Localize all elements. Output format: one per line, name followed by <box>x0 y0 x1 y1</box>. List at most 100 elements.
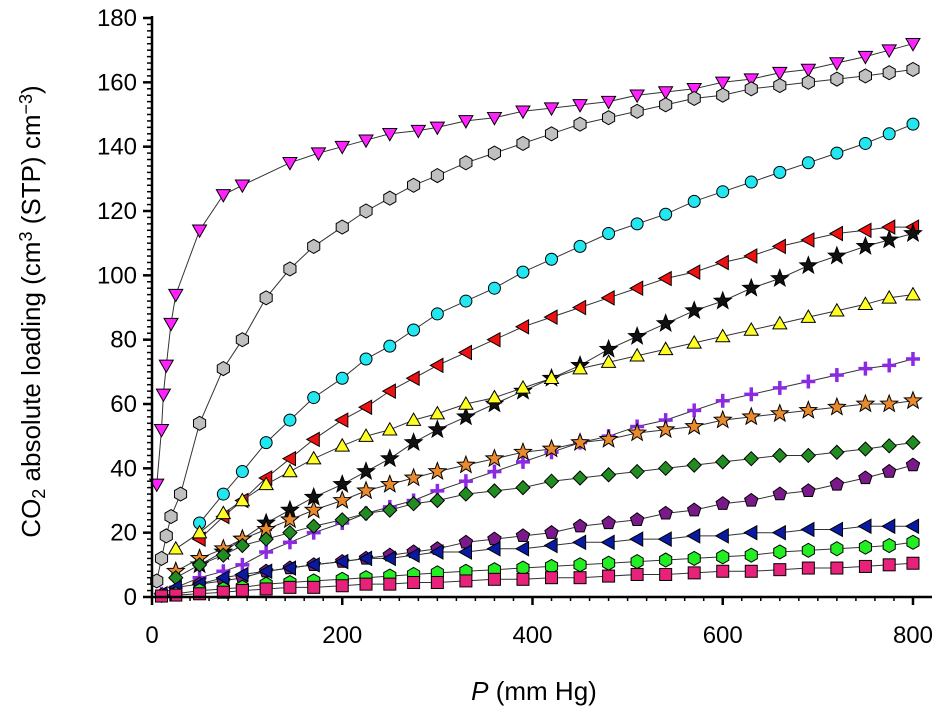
data-point <box>573 571 587 585</box>
data-point <box>379 473 400 493</box>
y-tick-label: 40 <box>110 455 137 482</box>
data-point <box>602 555 616 571</box>
data-point <box>430 576 444 590</box>
data-point <box>882 558 896 572</box>
data-point <box>515 105 531 120</box>
data-point <box>858 470 873 485</box>
data-point <box>458 474 473 489</box>
series-cyan-circle <box>193 117 920 530</box>
x-tick-label: 800 <box>893 622 933 649</box>
data-point <box>600 95 617 110</box>
series-fit-line <box>199 123 914 524</box>
x-axis-ticks: 0 200 400 600 800 <box>145 597 933 649</box>
data-point <box>657 531 672 547</box>
data-point <box>427 419 448 439</box>
data-point <box>543 102 560 117</box>
data-point <box>882 358 897 373</box>
data-point <box>215 505 232 520</box>
data-point <box>882 127 896 141</box>
series-black-star <box>189 223 923 574</box>
data-point <box>801 374 816 389</box>
y-tick-label: 160 <box>97 69 137 96</box>
data-point <box>684 416 705 435</box>
x-axis-title-unit: (mm Hg) <box>489 676 597 706</box>
data-point <box>687 90 701 106</box>
data-point <box>545 571 559 585</box>
data-point <box>744 387 759 402</box>
series-fit-line <box>156 43 914 485</box>
series-orange-star <box>165 390 923 580</box>
axes: 0 200 400 600 800 0 20 40 60 80 100 120 140 160 180 <box>97 5 933 649</box>
data-point <box>310 147 327 162</box>
data-point <box>858 136 872 150</box>
data-point <box>598 428 619 448</box>
data-point <box>405 412 422 426</box>
data-point <box>407 323 421 337</box>
data-point <box>381 128 398 142</box>
data-point <box>773 563 787 577</box>
data-point <box>405 496 422 512</box>
data-point <box>716 87 730 103</box>
data-point <box>410 124 427 139</box>
data-point <box>630 567 644 581</box>
data-point <box>881 219 896 235</box>
series-fit-line <box>161 562 914 597</box>
series-fit-line <box>199 226 913 540</box>
data-point <box>544 126 559 142</box>
data-point <box>283 261 297 277</box>
data-point <box>714 328 731 343</box>
data-point <box>800 447 817 464</box>
data-point <box>715 393 730 408</box>
data-point <box>830 561 844 575</box>
data-point <box>629 347 645 362</box>
data-point <box>801 156 815 170</box>
data-point <box>281 560 297 576</box>
data-point <box>830 71 844 87</box>
data-point <box>630 217 644 231</box>
y-tick-label: 120 <box>97 198 137 225</box>
data-point <box>215 189 232 203</box>
data-point <box>429 121 446 136</box>
data-point <box>486 111 503 126</box>
data-point <box>600 290 615 306</box>
data-point <box>602 110 616 126</box>
data-point <box>716 564 730 578</box>
data-point <box>572 470 588 486</box>
data-point <box>234 179 251 194</box>
data-point <box>455 454 476 474</box>
data-point <box>430 168 444 184</box>
data-point <box>602 569 616 583</box>
data-point <box>334 512 350 528</box>
data-point <box>403 467 424 487</box>
data-point <box>905 457 921 472</box>
data-point <box>684 300 705 320</box>
data-point <box>905 434 921 451</box>
y-axis-title-part3: (STP) cm <box>16 115 46 232</box>
data-point <box>744 564 758 578</box>
data-point <box>163 317 179 332</box>
data-point <box>283 413 297 427</box>
series-green-diamond <box>168 434 921 586</box>
data-point <box>882 65 896 81</box>
data-point <box>306 518 322 534</box>
data-point <box>629 512 645 526</box>
data-point <box>716 185 730 199</box>
data-point <box>687 550 701 566</box>
data-point <box>486 389 503 404</box>
data-point <box>280 509 300 529</box>
data-point <box>906 61 920 78</box>
x-tick-label: 0 <box>145 622 158 649</box>
data-point <box>771 238 786 255</box>
data-point <box>744 492 759 507</box>
series-fit-line <box>161 358 914 595</box>
data-point <box>769 268 790 287</box>
data-point <box>772 380 787 395</box>
data-point <box>430 307 444 321</box>
data-point <box>259 582 273 596</box>
data-point <box>153 423 170 438</box>
data-point <box>487 145 502 161</box>
y-axis-title-sub: 2 <box>29 489 49 499</box>
series-pink-square <box>155 556 920 603</box>
data-point <box>332 490 353 509</box>
